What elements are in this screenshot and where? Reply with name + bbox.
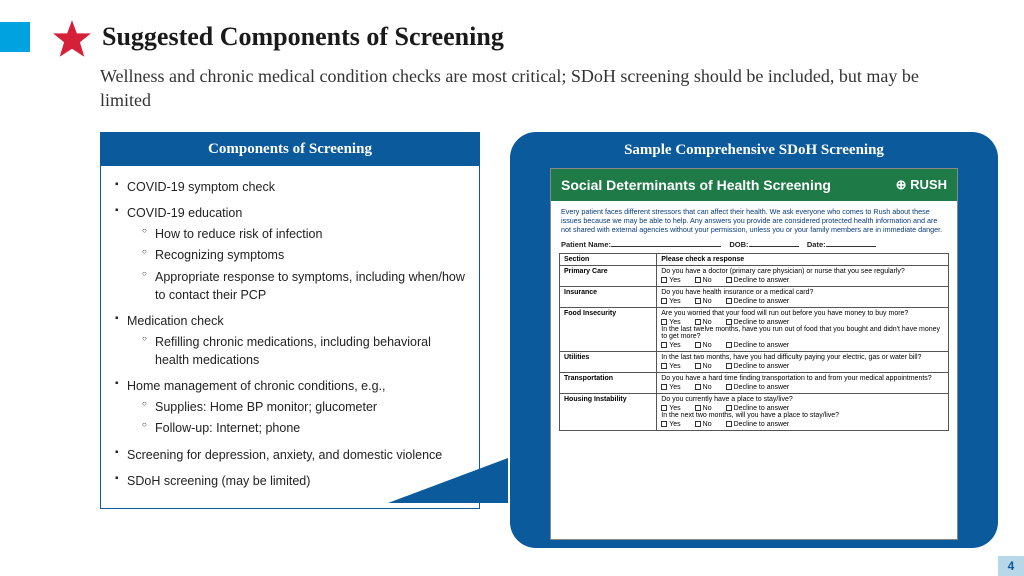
star-icon xyxy=(50,18,94,62)
sub-list-item: Appropriate response to symptoms, includ… xyxy=(127,268,465,304)
list-item: COVID-19 symptom check xyxy=(115,178,465,196)
components-box: Components of Screening COVID-19 symptom… xyxy=(100,132,480,509)
callout-header: Sample Comprehensive SDoH Screening xyxy=(510,132,998,165)
side-accent xyxy=(0,22,30,52)
page-number: 4 xyxy=(998,556,1024,576)
sample-form: Social Determinants of Health Screening … xyxy=(550,168,958,540)
sub-list-item: How to reduce risk of infection xyxy=(127,225,465,243)
sub-list-item: Follow-up: Internet; phone xyxy=(127,419,465,437)
sub-list-item: Supplies: Home BP monitor; glucometer xyxy=(127,398,465,416)
sub-list-item: Recognizing symptoms xyxy=(127,246,465,264)
form-title: Social Determinants of Health Screening xyxy=(561,177,831,193)
components-body: COVID-19 symptom check COVID-19 education… xyxy=(101,166,479,508)
list-item: Home management of chronic conditions, e… xyxy=(115,377,465,437)
list-item: Medication checkRefilling chronic medica… xyxy=(115,312,465,369)
form-table: SectionPlease check a responsePrimary Ca… xyxy=(559,253,949,431)
form-patient-row: Patient Name: DOB: Date: xyxy=(551,238,957,253)
form-logo: ⊕ RUSH xyxy=(896,177,947,193)
patient-date-label: Date: xyxy=(807,240,826,249)
list-item: COVID-19 educationHow to reduce risk of … xyxy=(115,204,465,304)
sub-list-item: Refilling chronic medications, including… xyxy=(127,333,465,369)
page-title: Suggested Components of Screening xyxy=(102,22,504,52)
patient-name-label: Patient Name: xyxy=(561,240,611,249)
form-title-bar: Social Determinants of Health Screening … xyxy=(551,169,957,201)
form-intro: Every patient faces different stressors … xyxy=(551,201,957,238)
patient-dob-label: DOB: xyxy=(729,240,748,249)
components-header: Components of Screening xyxy=(101,133,479,166)
page-subtitle: Wellness and chronic medical condition c… xyxy=(100,64,970,113)
callout-pointer xyxy=(388,458,508,503)
callout-box: Sample Comprehensive SDoH Screening Soci… xyxy=(510,132,998,548)
